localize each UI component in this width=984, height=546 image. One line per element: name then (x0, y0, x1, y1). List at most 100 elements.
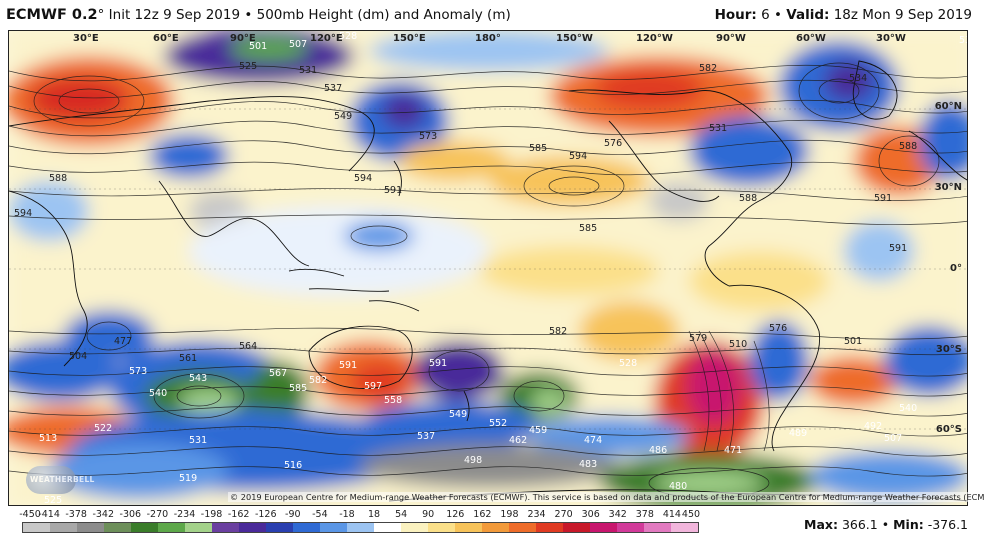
colorbar-swatch (212, 523, 239, 532)
contour-label: 585 (579, 223, 597, 234)
contour-label: 591 (339, 360, 357, 371)
contour-label: 576 (604, 138, 622, 149)
bullet-separator: • (774, 7, 782, 23)
contour-label: 549 (334, 111, 352, 122)
longitude-label: 90°E (230, 33, 256, 44)
min-label: Min: (893, 517, 924, 532)
contour-label: 591 (384, 185, 402, 196)
colorbar-swatch (563, 523, 590, 532)
contour-label: 501 (249, 41, 267, 52)
contour-label: 528 (339, 31, 357, 42)
longitude-label: 120°W (636, 33, 673, 44)
contour-label: 585 (289, 383, 307, 394)
colorbar-tick-label: -342 (92, 509, 115, 520)
contour-label: 564 (239, 341, 257, 352)
longitude-label: 60°W (796, 33, 826, 44)
colorbar-tick-label: 198 (500, 509, 519, 520)
anomaly-colorbar (22, 522, 699, 533)
contour-label: 552 (489, 418, 507, 429)
product-name: 500mb Height (dm) and Anomaly (m) (256, 7, 511, 23)
longitude-label: 150°W (556, 33, 593, 44)
contour-label: 516 (284, 460, 302, 471)
colorbar-swatch (293, 523, 320, 532)
contour-label: 483 (579, 459, 597, 470)
colorbar-tick-label: -306 (119, 509, 142, 520)
contour-label: 507 (884, 433, 902, 444)
contour-label: 594 (14, 208, 32, 219)
contour-label: 594 (354, 173, 372, 184)
colorbar-swatch (671, 523, 698, 532)
colorbar-swatch (509, 523, 536, 532)
contour-label: 543 (189, 373, 207, 384)
copyright-notice: © 2019 European Centre for Medium-range … (228, 492, 984, 502)
colorbar-tick-label: -198 (200, 509, 223, 520)
contour-label: 480 (669, 481, 687, 492)
colorbar-tick-label: -414 (38, 509, 60, 520)
colorbar-swatch (185, 523, 212, 532)
contour-label: 534 (959, 35, 968, 46)
contour-label: 588 (49, 173, 67, 184)
contour-label: 534 (849, 73, 867, 84)
latitude-label: 60°S (935, 424, 962, 435)
colorbar-swatch (482, 523, 509, 532)
max-label: Max: (804, 517, 838, 532)
anomaly-shading (9, 31, 967, 505)
weatherbell-logo: WEATHERBELL (26, 466, 94, 494)
contour-label: 576 (769, 323, 787, 334)
contour-label: 591 (429, 358, 447, 369)
contour-label: 567 (269, 368, 287, 379)
longitude-label: 90°W (716, 33, 746, 44)
contour-label: 477 (114, 336, 132, 347)
contour-label: 582 (699, 63, 717, 74)
valid-time-info: Hour: 6 • Valid: 18z Mon 9 Sep 2019 (715, 7, 972, 23)
contour-label: 537 (324, 83, 342, 94)
contour-label: 492 (864, 421, 882, 432)
contour-label: 498 (464, 455, 482, 466)
colorbar-tick-label: -270 (146, 509, 169, 520)
logo-text: WEATHERBELL (30, 475, 95, 484)
contour-label: 531 (299, 65, 317, 76)
contour-label: 597 (364, 381, 382, 392)
contour-label: 528 (619, 358, 637, 369)
contour-label: 531 (709, 123, 727, 134)
contour-label: 525 (44, 495, 62, 506)
contour-label: 537 (417, 431, 435, 442)
height-contours (9, 62, 967, 499)
colorbar-swatch (131, 523, 158, 532)
longitude-label: 30°W (876, 33, 906, 44)
init-time: Init 12z 9 Sep 2019 (108, 7, 241, 23)
colorbar-tick-label: 234 (527, 509, 546, 520)
longitude-label: 180° (475, 33, 501, 44)
longitude-label: 150°E (393, 33, 426, 44)
contour-label: 558 (384, 395, 402, 406)
colorbar-tick-label: -90 (285, 509, 301, 520)
contour-label: 579 (689, 333, 707, 344)
colorbar-tick-label: 126 (446, 509, 465, 520)
max-min-readout: Max: 366.1 • Min: -376.1 (804, 517, 968, 532)
contour-label: 588 (899, 141, 917, 152)
contour-label: 585 (529, 143, 547, 154)
colorbar-swatch (320, 523, 347, 532)
colorbar-swatch (104, 523, 131, 532)
colorbar-tick-label: 378 (635, 509, 654, 520)
colorbar-tick-label: 342 (608, 509, 627, 520)
colorbar-tick-label: -18 (339, 509, 355, 520)
longitude-label: 30°E (73, 33, 99, 44)
map-canvas: 501 507 525 531 528 537 549 573 594 591 585 594 576 5… (9, 31, 968, 506)
contour-label: 474 (584, 435, 602, 446)
colorbar-tick-label: -450 (19, 509, 41, 520)
colorbar-tick-label: 90 (422, 509, 435, 520)
longitude-label: 60°E (153, 33, 179, 44)
contour-label: 489 (789, 428, 807, 439)
colorbar-swatch (374, 523, 401, 532)
colorbar-swatch (428, 523, 455, 532)
colorbar-tick-label: -234 (173, 509, 196, 520)
map-title: ECMWF 0.2° Init 12z 9 Sep 2019 • 500mb H… (6, 7, 511, 23)
latitude-label: 30°N (934, 182, 962, 193)
anomaly-map[interactable]: 501 507 525 531 528 537 549 573 594 591 585 594 576 5… (8, 30, 968, 506)
contour-label: 519 (179, 473, 197, 484)
contour-label: 582 (309, 375, 327, 386)
colorbar-swatch (455, 523, 482, 532)
colorbar-swatch (590, 523, 617, 532)
latitude-label: 60°N (934, 101, 962, 112)
